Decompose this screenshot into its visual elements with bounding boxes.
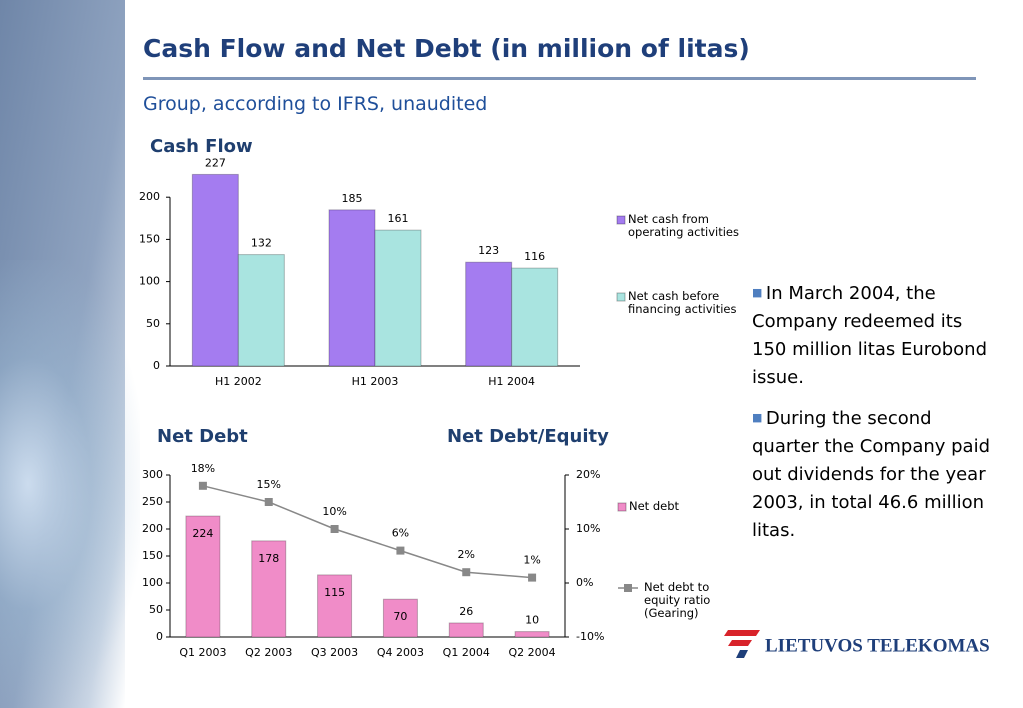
y-tick-label: 50 <box>149 603 163 616</box>
bar <box>511 267 559 367</box>
x-tick-label: H1 2004 <box>488 375 535 388</box>
slide-title: Cash Flow and Net Debt (in million of li… <box>143 34 750 63</box>
y2-tick-label: 20% <box>576 468 600 481</box>
y2-title: Net Debt/Equity <box>447 426 609 447</box>
marker <box>462 568 471 577</box>
legend-label: Net debt to equity ratio (Gearing) <box>644 580 711 620</box>
bar <box>465 261 513 367</box>
x-tick-label: Q3 2003 <box>311 646 358 659</box>
data-label: 26 <box>459 605 473 618</box>
y-tick-label: 0 <box>156 630 163 643</box>
legend-swatch <box>617 502 627 512</box>
y-tick-label: 100 <box>142 576 163 589</box>
data-label: 2% <box>458 548 475 561</box>
legend-swatch <box>616 215 626 225</box>
bar <box>374 229 422 367</box>
data-label: 227 <box>205 156 226 169</box>
x-tick-label: Q1 2004 <box>443 646 490 659</box>
bullet-list: ■ In March 2004, the Company redeemed it… <box>752 279 992 545</box>
data-label: 224 <box>192 527 213 540</box>
y-tick-label: 50 <box>146 317 160 330</box>
legend-label: Net debt <box>629 499 680 513</box>
legend-label: Net cash from operating activities <box>628 212 739 239</box>
data-label: 132 <box>251 237 272 250</box>
legend-label: Net cash before financing activities <box>628 289 737 316</box>
y2-tick-label: -10% <box>576 630 604 643</box>
x-tick-label: Q1 2003 <box>179 646 226 659</box>
decor-glow <box>0 260 140 708</box>
bar <box>514 631 550 638</box>
data-label: 123 <box>478 244 499 257</box>
bullet: ■ During the second quarter the Company … <box>752 408 991 541</box>
marker <box>396 546 405 555</box>
line <box>202 485 533 579</box>
subtitle: Group, according to IFRS, unaudited <box>143 93 488 115</box>
legend-swatch <box>616 292 626 302</box>
x-tick-label: Q2 2003 <box>245 646 292 659</box>
data-label: 1% <box>523 554 540 567</box>
bar <box>251 540 287 638</box>
bar <box>328 209 376 367</box>
bar <box>237 254 285 367</box>
bar <box>185 515 221 638</box>
chart-title: Net Debt <box>157 426 248 447</box>
x-tick-label: Q2 2004 <box>509 646 556 659</box>
marker <box>330 525 339 533</box>
data-label: 15% <box>257 478 281 491</box>
data-label: 115 <box>324 586 345 599</box>
data-label: 10% <box>322 505 346 518</box>
y-tick-label: 0 <box>153 359 160 372</box>
bar <box>317 574 353 638</box>
data-label: 185 <box>342 192 363 205</box>
marker <box>198 481 207 490</box>
y2-tick-label: 0% <box>576 576 593 589</box>
data-label: 116 <box>524 250 545 263</box>
bar <box>448 622 484 638</box>
legend-swatch <box>624 584 632 592</box>
bar <box>382 598 418 638</box>
data-label: 18% <box>191 462 215 475</box>
marker <box>264 498 273 506</box>
data-label: 10 <box>525 614 539 627</box>
chart-title: Cash Flow <box>150 136 253 157</box>
bar <box>191 173 239 367</box>
data-label: 70 <box>393 610 407 623</box>
y-tick-label: 200 <box>139 190 160 203</box>
data-label: 6% <box>392 527 409 540</box>
y-tick-label: 150 <box>139 232 160 245</box>
y-tick-label: 100 <box>139 275 160 288</box>
y-tick-label: 250 <box>142 495 163 508</box>
marker <box>528 573 537 582</box>
x-tick-label: Q4 2003 <box>377 646 424 659</box>
y-tick-label: 200 <box>142 522 163 535</box>
y2-tick-label: 10% <box>576 522 600 535</box>
logo-icon <box>724 630 760 658</box>
y-tick-label: 300 <box>142 468 163 481</box>
title-rule <box>143 77 976 80</box>
bullet: ■ In March 2004, the Company redeemed it… <box>752 283 988 388</box>
x-tick-label: H1 2003 <box>352 375 399 388</box>
logo-text: LIETUVOS TELEKOMAS <box>765 635 990 656</box>
y-tick-label: 150 <box>142 549 163 562</box>
x-tick-label: H1 2002 <box>215 375 262 388</box>
data-label: 178 <box>258 552 279 565</box>
bullet-text: In March 2004, the Company redeemed its … <box>752 283 988 388</box>
bullet-text: During the second quarter the Company pa… <box>752 408 991 541</box>
data-label: 161 <box>388 212 409 225</box>
